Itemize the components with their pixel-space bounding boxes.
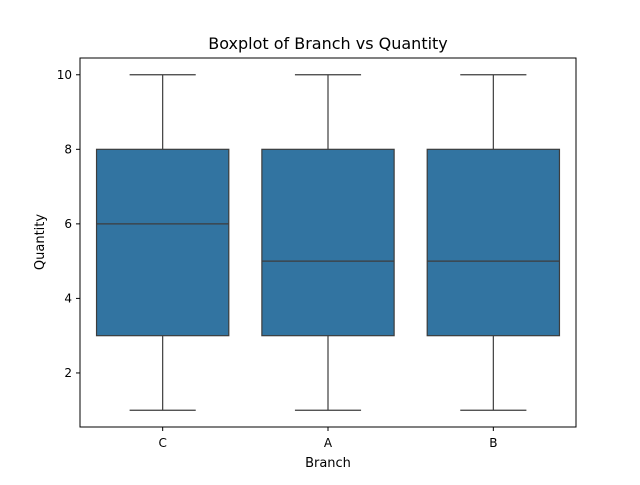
y-tick-label: 4 (64, 291, 72, 305)
box-body (95, 148, 230, 337)
box-group-C (95, 74, 230, 411)
box-body (426, 148, 561, 337)
x-tick-label: A (324, 436, 333, 450)
box-group-B (426, 74, 561, 411)
y-tick-label: 6 (64, 217, 72, 231)
y-axis-label: Quantity (33, 214, 48, 270)
x-axis-label: Branch (305, 456, 351, 471)
y-tick-label: 10 (57, 68, 72, 82)
boxes-layer (95, 74, 561, 411)
y-axis-ticks: 2 4 6 8 10 (57, 68, 80, 380)
x-tick-label: B (489, 436, 497, 450)
chart-title: Boxplot of Branch vs Quantity (208, 34, 448, 53)
y-tick-label: 2 (64, 366, 72, 380)
x-tick-label: C (158, 436, 166, 450)
y-tick-label: 8 (64, 142, 72, 156)
box-group-A (261, 74, 395, 411)
box-body (261, 148, 395, 337)
